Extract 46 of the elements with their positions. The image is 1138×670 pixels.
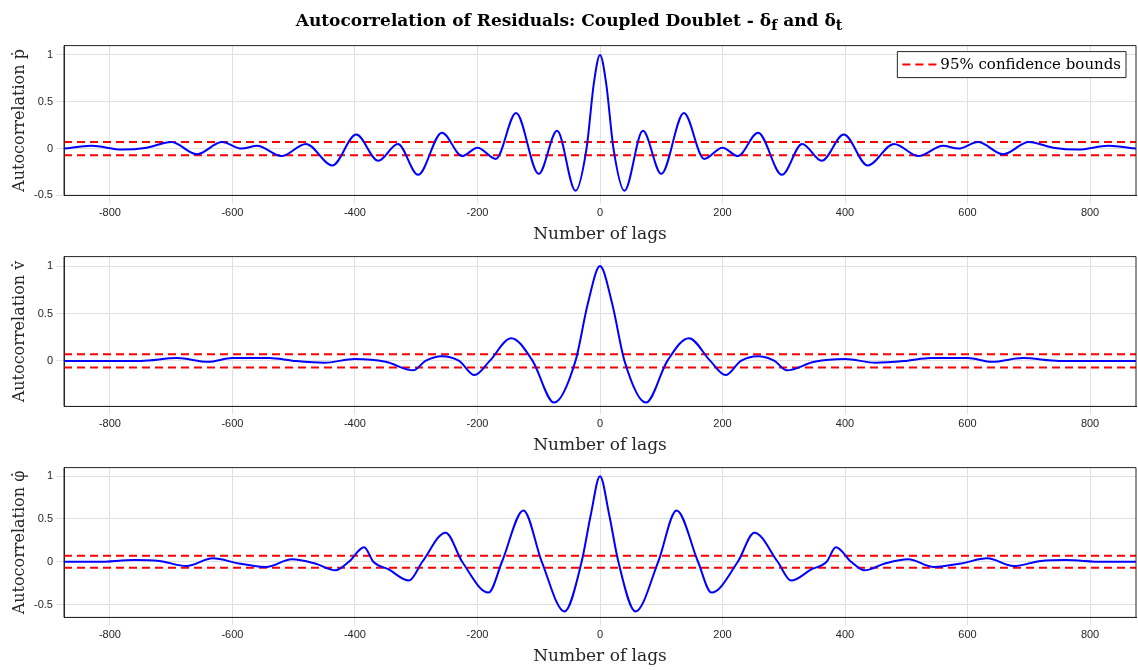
x-tick-label: -400 [343,628,366,641]
y-tick-label: 1 [46,259,53,272]
x-axis-title: Number of lags [533,223,667,244]
x-tick-label: 600 [958,628,977,641]
y-tick-label: -0.5 [34,597,53,610]
x-tick-label: 800 [1080,628,1100,641]
x-tick-label: 0 [596,417,604,430]
x-tick-label: -200 [466,628,489,641]
x-tick-label: 800 [1080,206,1100,219]
y-tick-label: 1 [46,469,53,482]
y-tick-label: 0 [46,353,53,366]
y-axis-title: Autocorrelation φ̇ [8,470,28,616]
y-axis-title: Autocorrelation ṗ [8,49,28,193]
x-tick-label: -400 [343,417,366,430]
y-axis-title: Autocorrelation v̇ [8,260,28,404]
x-tick-label: 0 [596,628,604,641]
x-tick-label: -400 [343,206,366,219]
x-tick-label: 200 [713,206,732,219]
x-tick-label: 0 [596,206,604,219]
y-tick-label: 1 [46,47,53,60]
x-tick-label: -200 [466,206,489,219]
y-tick-label: 0 [46,141,53,154]
x-tick-label: 200 [713,628,732,641]
x-tick-label: 800 [1080,417,1100,430]
x-axis-title: Number of lags [533,434,667,455]
x-tick-label: -600 [221,206,244,219]
x-tick-label: 600 [958,417,977,430]
x-tick-label: 400 [835,417,855,430]
y-tick-label: 0.5 [37,94,53,107]
x-tick-label: 600 [958,206,977,219]
y-tick-label: 0.5 [37,511,53,524]
chart-title: Autocorrelation of Residuals: Coupled Doublet - δ$_{f}$ and δ$_{t}$ [294,9,844,36]
x-tick-label: 200 [713,417,732,430]
y-tick-label: 0 [46,554,53,567]
x-tick-label: -200 [466,417,489,430]
x-tick-label: 400 [835,628,855,641]
x-tick-label: -800 [98,628,121,641]
x-tick-label: -800 [98,417,121,430]
y-tick-label: 0.5 [37,306,53,319]
x-tick-label: -600 [221,628,244,641]
x-tick-label: -800 [98,206,121,219]
x-tick-label: 400 [835,206,855,219]
x-axis-title: Number of lags [533,645,667,666]
x-tick-label: -600 [221,417,244,430]
y-tick-label: -0.5 [34,188,53,201]
legend-label: 95% confidence bounds [940,55,1122,74]
